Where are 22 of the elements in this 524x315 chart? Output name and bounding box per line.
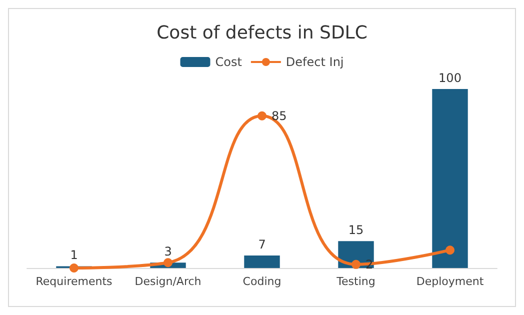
point <box>164 258 172 268</box>
data-label: 15 <box>348 223 364 238</box>
data-label: 85 <box>272 108 287 123</box>
bar <box>244 255 280 268</box>
x-tick-label: Requirements <box>36 275 112 288</box>
legend-label: Defect Inj <box>286 55 344 69</box>
data-label: 1 <box>70 248 78 262</box>
point <box>258 111 266 120</box>
x-tick-label: Design/Arch <box>134 275 202 288</box>
legend-label: Cost <box>215 55 242 69</box>
data-label: 7 <box>258 237 266 252</box>
point <box>352 260 360 269</box>
data-label: 100 <box>438 71 462 85</box>
x-tick-label: Coding <box>242 275 282 288</box>
x-tick-label: Testing <box>336 275 376 288</box>
point <box>70 264 78 272</box>
data-label: 2 <box>366 257 374 272</box>
bar <box>432 89 468 268</box>
x-tick-label: Deployment <box>416 275 484 288</box>
data-label: 3 <box>164 244 172 259</box>
point <box>446 246 454 255</box>
chart-title: Cost of defects in SDLC <box>156 22 368 44</box>
